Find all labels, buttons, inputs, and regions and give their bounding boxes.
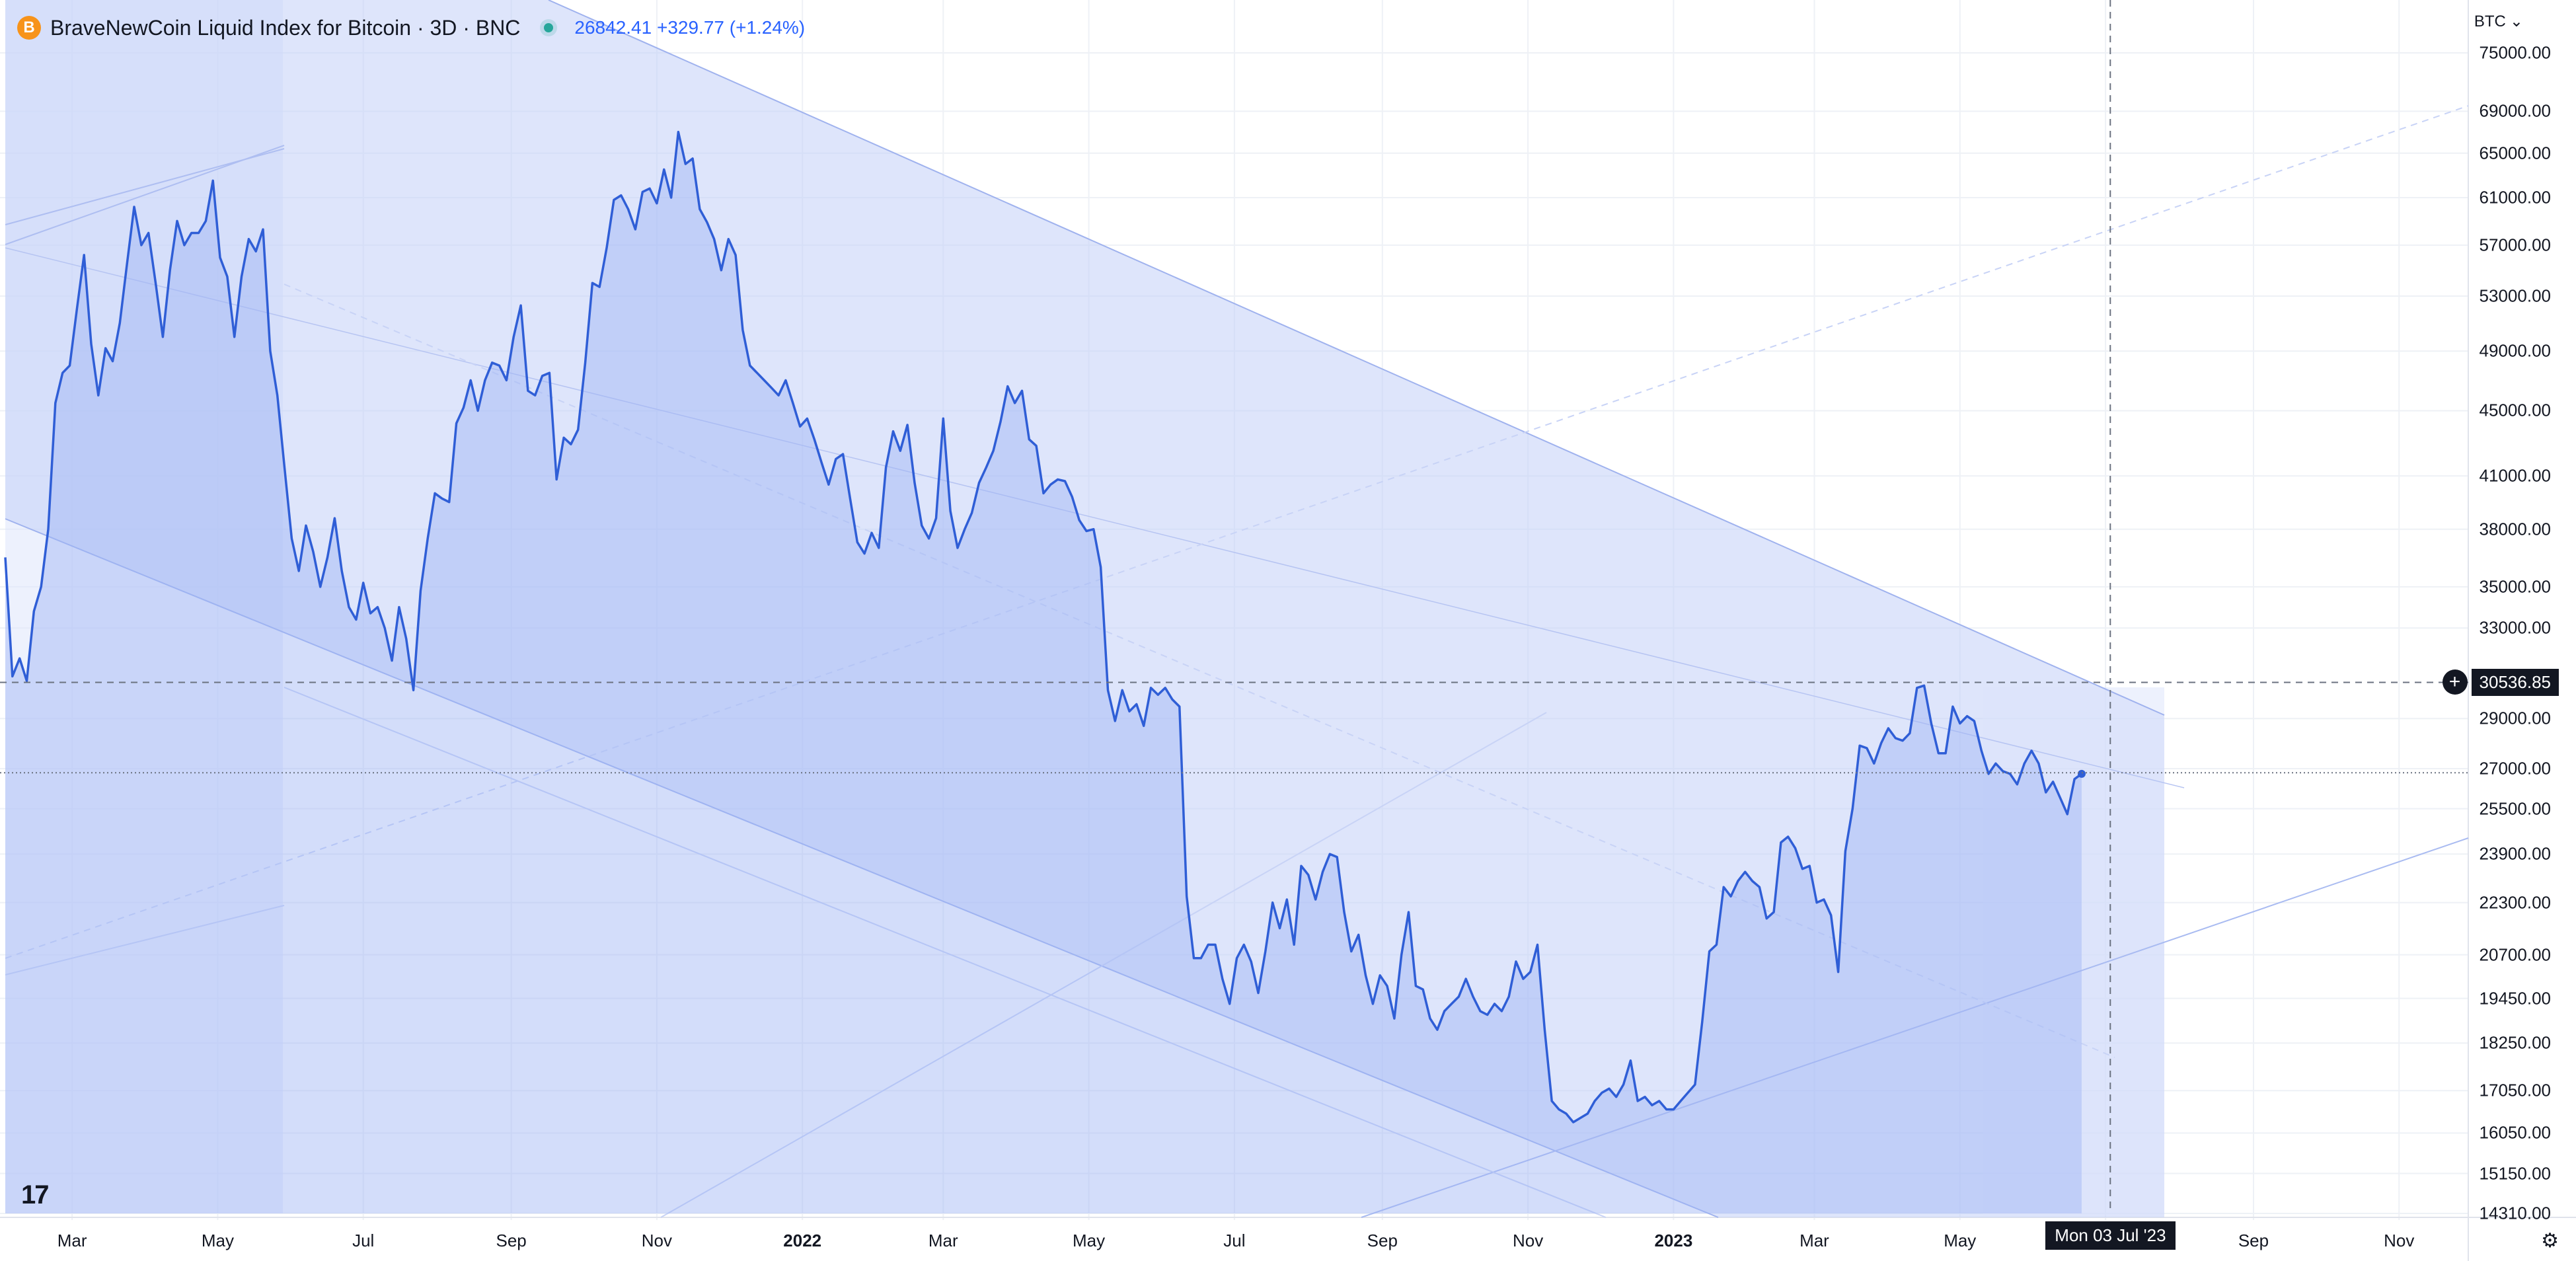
pitchfork-line [5, 148, 285, 225]
y-tick-label: 65000.00 [2479, 143, 2551, 163]
y-tick-label: 57000.00 [2479, 235, 2551, 255]
x-tick-label: May [201, 1231, 234, 1250]
y-tick-label: 38000.00 [2479, 519, 2551, 539]
price-line [4, 130, 2082, 1124]
x-tick-label: 2022 [783, 1231, 822, 1250]
x-tick-label: Mar [57, 1231, 87, 1250]
drawing-overlays [5, 0, 2469, 1218]
y-tick-label: 69000.00 [2479, 100, 2551, 121]
x-tick-label: Sep [496, 1231, 527, 1250]
symbol-title[interactable]: BraveNewCoin Liquid Index for Bitcoin · … [50, 15, 521, 40]
pitchfork-line [5, 905, 285, 975]
x-tick-label: Nov [1512, 1231, 1544, 1250]
price-area-fill [5, 132, 2082, 1214]
x-tick-label: Jul [352, 1231, 375, 1250]
chevron-down-icon: ⌄ [2509, 13, 2523, 30]
x-tick-label: Nov [641, 1231, 673, 1250]
x-tick-label: Jul [1223, 1231, 1246, 1250]
chart-legend: B BraveNewCoin Liquid Index for Bitcoin … [17, 13, 805, 42]
x-tick-label: May [1073, 1231, 1106, 1250]
x-tick-label: 2023 [1654, 1231, 1693, 1250]
currency-selector[interactable]: BTC ⌄ [2474, 12, 2523, 31]
price-series [4, 130, 2086, 1214]
regression-channel [5, 0, 2164, 1217]
y-tick-label: 19450.00 [2479, 988, 2551, 1009]
y-tick-label: 22300.00 [2479, 892, 2551, 913]
y-tick-label: 25500.00 [2479, 798, 2551, 819]
median-dashed-line [284, 284, 2115, 1058]
gear-icon[interactable]: ⚙ [2541, 1230, 2559, 1252]
crosshair-date-label: Mon 03 Jul '23 [2045, 1221, 2176, 1250]
y-tick-label: 17050.00 [2479, 1080, 2551, 1100]
x-tick-label: Sep [1367, 1231, 1398, 1250]
market-status-icon [544, 23, 554, 32]
x-tick-label: Nov [2384, 1231, 2415, 1250]
channel-lower-line [5, 518, 1719, 1218]
y-tick-label: 18250.00 [2479, 1032, 2551, 1053]
channel-mid-line [5, 247, 2185, 788]
tradingview-logo-icon[interactable]: 17 [21, 1180, 49, 1209]
fib-line [660, 712, 1547, 1218]
plus-circle-icon[interactable]: + [2442, 669, 2468, 695]
y-tick-label: 75000.00 [2479, 42, 2551, 63]
y-tick-label: 45000.00 [2479, 400, 2551, 420]
y-tick-label: 14310.00 [2479, 1203, 2551, 1223]
y-tick-label: 20700.00 [2479, 944, 2551, 965]
y-tick-label: 16050.00 [2479, 1122, 2551, 1143]
y-tick-label: 41000.00 [2479, 465, 2551, 486]
x-tick-label: Sep [2238, 1231, 2269, 1250]
parallel-line [284, 687, 1607, 1218]
price-lines [0, 681, 2468, 774]
y-tick-label: 15150.00 [2479, 1163, 2551, 1184]
crosshair-price-label: 30536.85 [2471, 668, 2559, 696]
y-tick-label: 23900.00 [2479, 843, 2551, 864]
y-tick-label: 49000.00 [2479, 340, 2551, 361]
y-tick-label: 53000.00 [2479, 286, 2551, 306]
last-price-point [2077, 769, 2086, 778]
y-tick-label: 27000.00 [2479, 758, 2551, 779]
channel-upper-line [548, 0, 2165, 716]
y-tick-label: 61000.00 [2479, 187, 2551, 208]
last-price-quote: 26842.41 +329.77 (+1.24%) [574, 17, 806, 38]
y-tick-label: 35000.00 [2479, 576, 2551, 597]
x-tick-label: May [1944, 1231, 1977, 1250]
x-tick-label: Mar [928, 1231, 958, 1250]
crosshair-price-tag: + 30536.85 [2442, 668, 2559, 696]
y-tick-label: 33000.00 [2479, 617, 2551, 638]
bitcoin-logo-icon: B [17, 16, 41, 40]
currency-label: BTC [2474, 12, 2506, 30]
y-tick-label: 29000.00 [2479, 708, 2551, 728]
trend-dashed-line [5, 105, 2469, 959]
support-line [1361, 837, 2469, 1218]
x-tick-label: Mar [1799, 1231, 1829, 1250]
